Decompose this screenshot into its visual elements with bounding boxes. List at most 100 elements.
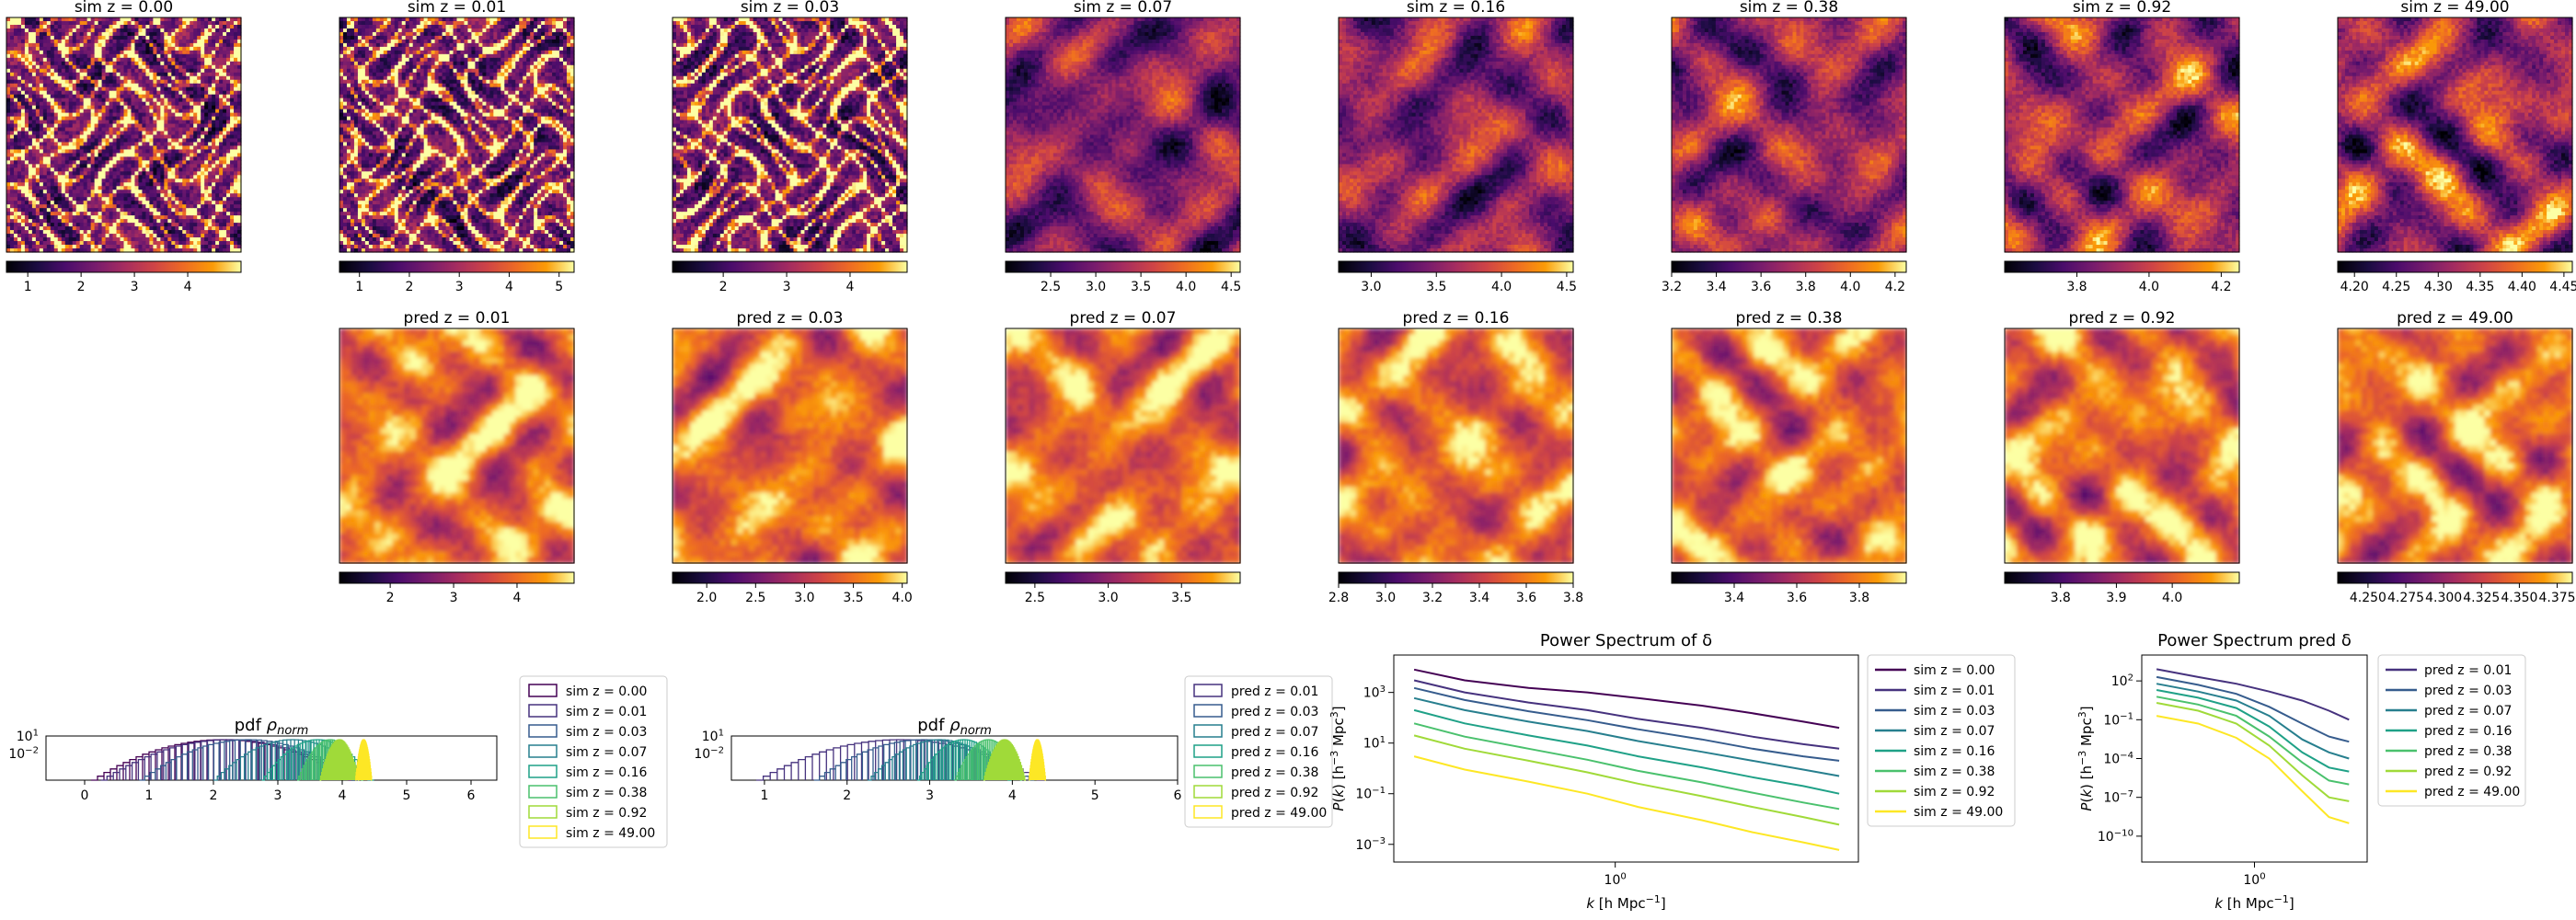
legend-entry: sim z = 0.16 [566,765,648,780]
y-tick-label: 102 [2111,673,2133,690]
legend-entry: pred z = 0.03 [1231,705,1318,719]
colorbar-tick-label: 4.0 [2139,280,2159,294]
colorbar-tick-label: 5 [555,280,563,294]
x-tick-label: 4 [339,788,347,803]
x-tick-label: 5 [1091,788,1099,803]
legend-entry: pred z = 0.92 [1231,786,1318,800]
colorbar-gradient [1672,572,1906,583]
colorbar-tick-label: 3.4 [1706,280,1726,294]
legend-entry: sim z = 49.00 [1914,805,2003,820]
colorbar-tick-label: 4.0 [1491,280,1512,294]
colorbar-tick-label: 4.20 [2340,280,2369,294]
colorbar-gradient [673,261,907,272]
x-tick-label: 1 [760,788,768,803]
colorbar-tick-label: 3.0 [1086,280,1106,294]
power-spectrum-chart: Power Spectrum pred δ10010210−110−410−71… [2076,631,2525,912]
colorbar-gradient [339,261,574,272]
colorbar-tick-label: 3.5 [1171,591,1191,605]
colorbar-gradient [1006,261,1240,272]
legend-entry: sim z = 0.92 [1914,785,1995,799]
colorbar-tick-label: 3 [455,280,464,294]
colorbar-gradient [2338,572,2572,583]
colorbar-tick-label: 3.5 [1131,280,1151,294]
legend-entry: pred z = 0.38 [2424,744,2512,759]
colorbar-tick-label: 1 [355,280,363,294]
colorbar-tick-label: 4.30 [2424,280,2453,294]
x-tick-label: 100 [1604,871,1627,888]
pred-panel: pred z = 0.032.0 2.5 3.0 3.5 4.0 [673,309,913,605]
pred-panel: pred z = 0.923.8 3.9 4.0 [2005,309,2240,605]
colorbar-tick-label: 3 [131,280,139,294]
chart-title: Power Spectrum pred δ [2157,631,2352,650]
colorbar-gradient [1339,261,1573,272]
colorbar-tick-label: 3 [783,280,791,294]
colorbar: 2.5 3.0 3.5 [1006,572,1240,605]
density-heatmap [2005,328,2240,564]
panel-title: pred z = 0.01 [404,309,511,328]
legend-entry: pred z = 0.16 [2424,724,2513,739]
colorbar-gradient [1672,261,1906,272]
x-tick-label: 3 [926,788,934,803]
density-heatmap [1672,328,1907,564]
colorbar-tick-label: 4.0 [2162,591,2182,605]
colorbar-tick-label: 3.0 [1361,280,1381,294]
colorbar-tick-label: 3.9 [2106,591,2126,605]
y-tick-label: 10−4 [2103,751,2133,767]
colorbar-gradient [2005,261,2239,272]
x-tick-label: 4 [1008,788,1017,803]
sim-panel: sim z = 0.001 2 3 4 [6,0,242,294]
colorbar-tick-label: 3.5 [843,591,863,605]
colorbar-tick-label: 2.5 [1025,591,1045,605]
legend-entry: pred z = 0.01 [1231,684,1318,699]
colorbar-tick-label: 1 [24,280,32,294]
colorbar-tick-label: 3.0 [1098,591,1118,605]
colorbar-gradient [6,261,241,272]
y-axis-label: P(k) [h−3 Mpc3] [1328,706,1347,811]
colorbar-tick-label: 3.6 [1787,591,1807,605]
colorbar-tick-label: 4.300 [2425,591,2462,605]
sim-panel: sim z = 0.383.2 3.4 3.6 3.8 4.0 4.2 [1662,0,1907,294]
colorbar-tick-label: 3.8 [1563,591,1583,605]
panel-title: pred z = 0.16 [1403,309,1510,328]
colorbar: 3.4 3.6 3.8 [1672,572,1906,605]
colorbar-tick-label: 3.8 [2066,280,2087,294]
panel-title: pred z = 49.00 [2397,309,2513,328]
colorbar-tick-label: 4.0 [892,591,913,605]
colorbar: 2.0 2.5 3.0 3.5 4.0 [673,572,913,605]
x-tick-label: 3 [274,788,282,803]
legend-entry: pred z = 0.92 [2424,765,2512,779]
legend-entry: pred z = 0.38 [1231,765,1318,780]
x-tick-label: 6 [467,788,476,803]
legend-entry: sim z = 0.03 [1914,704,1995,719]
x-axis-label: k [h Mpc−1] [2214,893,2294,912]
y-tick-label: 10−1 [2103,712,2133,729]
colorbar-tick-label: 4 [513,591,522,605]
colorbar-tick-label: 2 [719,280,728,294]
x-tick-label: 2 [843,788,851,803]
colorbar-tick-label: 4 [505,280,513,294]
panel-title: sim z = 0.38 [1740,0,1838,17]
colorbar-tick-label: 3.0 [794,591,814,605]
chart-title: pdf ρnorm [235,716,309,738]
density-heatmap [1006,328,1241,564]
density-heatmap [6,17,242,253]
colorbar-tick-label: 3.2 [1662,280,1682,294]
legend-entry: pred z = 0.16 [1231,745,1319,760]
legend-entry: sim z = 0.07 [1914,724,1995,739]
legend-entry: sim z = 0.16 [1914,744,1995,759]
colorbar-tick-label: 4.2 [1885,280,1905,294]
legend-entry: pred z = 0.01 [2424,663,2512,678]
legend-entry: sim z = 0.00 [1914,663,1995,678]
density-heatmap [673,328,908,564]
colorbar-tick-label: 4.35 [2466,280,2494,294]
legend-entry: sim z = 49.00 [566,826,655,841]
x-tick-label: 2 [210,788,218,803]
colorbar-tick-label: 3.8 [1796,280,1816,294]
